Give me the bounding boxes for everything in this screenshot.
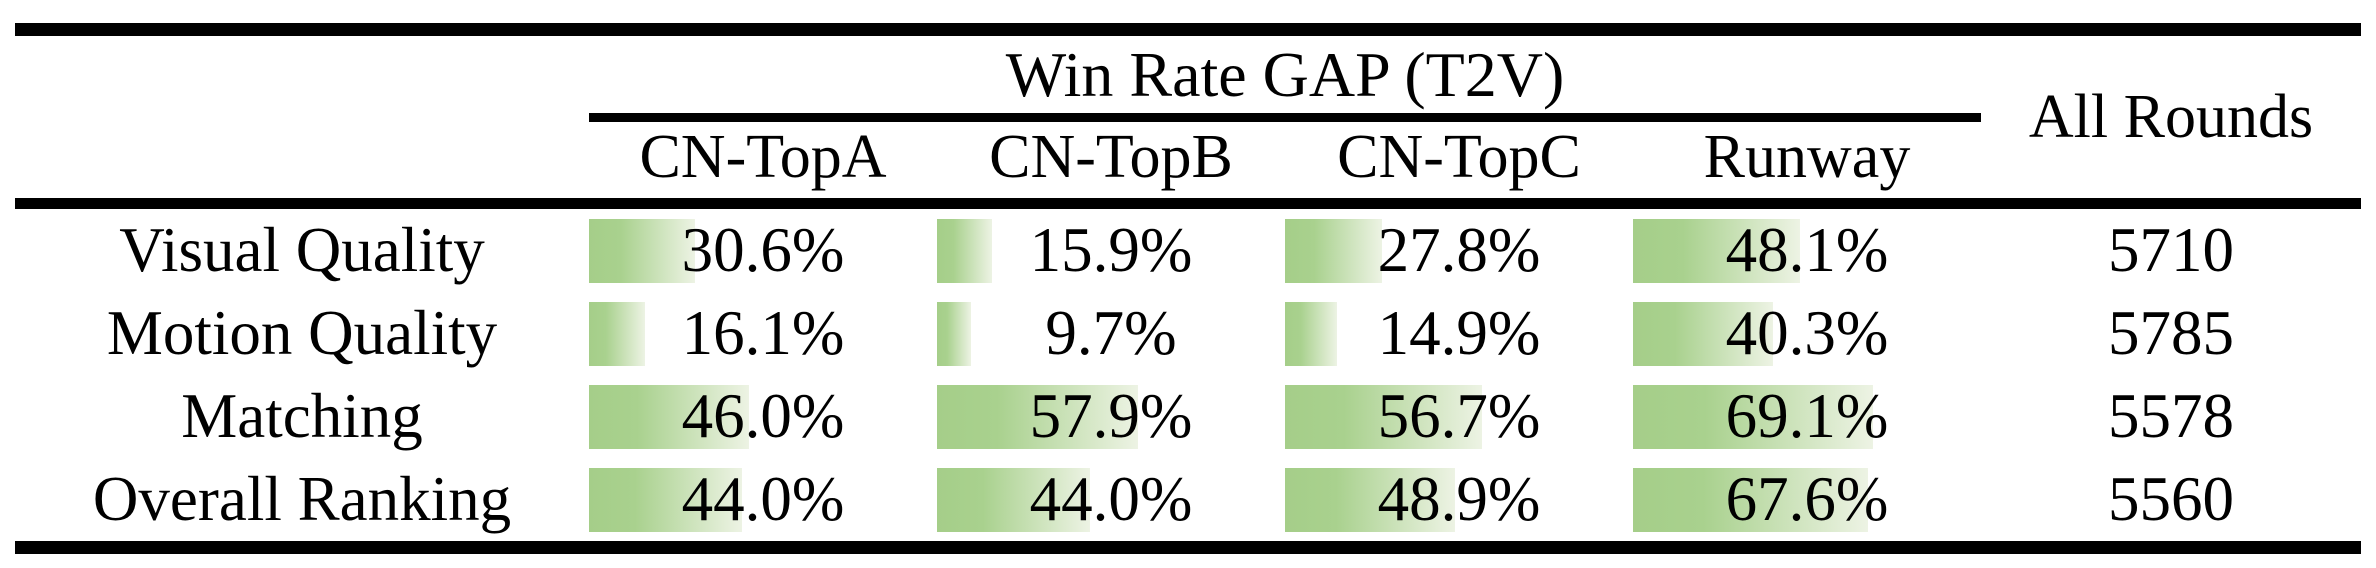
col-header-cn-topc: CN-TopC [1337,123,1581,191]
span-header-underline-rule [589,113,1981,122]
col-header-all-rounds: All Rounds [2028,83,2314,151]
win-rate-bar [1285,218,1382,283]
cell-visual-quality-cn-topb: 15.9% [937,209,1285,292]
cell-motion-quality-cn-topa: 16.1% [589,292,937,375]
row-label-visual-quality: Visual Quality [119,215,485,285]
win-rate-value: 67.6% [1725,464,1889,534]
win-rate-bar [589,218,696,283]
table-bottom-rule [15,541,2361,554]
span-header-group: Win Rate GAP (T2V) CN-TopA CN-TopB CN-To… [589,36,1981,198]
all-rounds-value-motion-quality: 5785 [2108,298,2234,368]
cell-motion-quality-cn-topb: 9.7% [937,292,1285,375]
all-rounds-value-matching: 5578 [2108,381,2234,451]
col-header-cn-topa: CN-TopA [639,123,887,191]
win-rate-bar [1285,467,1456,532]
win-rate-table: Win Rate GAP (T2V) CN-TopA CN-TopB CN-To… [15,23,2361,554]
win-rate-bar [937,218,993,283]
win-rate-value: 27.8% [1377,215,1541,285]
win-rate-value: 44.0% [1029,464,1193,534]
cell-visual-quality-runway: 48.1% [1633,209,1981,292]
win-rate-value: 30.6% [681,215,845,285]
row-label-matching: Matching [181,381,423,451]
win-rate-value: 9.7% [1045,298,1177,368]
header-empty-cell [15,36,589,198]
cell-matching-cn-topc: 56.7% [1285,375,1633,458]
win-rate-bar [1633,467,1869,532]
cell-visual-quality-cn-topc: 27.8% [1285,209,1633,292]
win-rate-value: 15.9% [1029,215,1193,285]
cell-overall-ranking-cn-topc: 48.9% [1285,458,1633,541]
header-bottom-rule [15,198,2361,209]
win-rate-bar [1633,301,1774,366]
cell-matching-runway: 69.1% [1633,375,1981,458]
all-rounds-value-visual-quality: 5710 [2108,215,2234,285]
win-rate-bar [1633,384,1874,449]
win-rate-value: 48.1% [1725,215,1889,285]
table-top-rule [15,23,2361,36]
cell-overall-ranking-runway: 67.6% [1633,458,1981,541]
win-rate-value: 57.9% [1029,381,1193,451]
cell-overall-ranking-cn-topb: 44.0% [937,458,1285,541]
row-label-motion-quality: Motion Quality [106,298,498,368]
cell-visual-quality-cn-topa: 30.6% [589,209,937,292]
win-rate-value: 69.1% [1725,381,1889,451]
table-header: Win Rate GAP (T2V) CN-TopA CN-TopB CN-To… [15,36,2361,198]
sub-column-headers: CN-TopA CN-TopB CN-TopC Runway [589,122,1981,198]
win-rate-bar [937,384,1139,449]
win-rate-bar [589,301,646,366]
win-rate-value: 44.0% [681,464,845,534]
all-rounds-value-overall-ranking: 5560 [2108,464,2234,534]
win-rate-value: 56.7% [1377,381,1541,451]
win-rate-bar [1285,384,1483,449]
table-body: Visual Quality 30.6% 15.9% 27.8% 48.1% 5… [15,209,2361,541]
col-header-cn-topb: CN-TopB [989,123,1233,191]
col-header-runway: Runway [1703,123,1911,191]
win-rate-value: 14.9% [1377,298,1541,368]
win-rate-bar [589,467,743,532]
cell-motion-quality-runway: 40.3% [1633,292,1981,375]
win-rate-bar [589,384,750,449]
win-rate-bar [1285,301,1337,366]
cell-matching-cn-topb: 57.9% [937,375,1285,458]
win-rate-bar [937,467,1091,532]
cell-matching-cn-topa: 46.0% [589,375,937,458]
win-rate-value: 48.9% [1377,464,1541,534]
win-rate-value: 40.3% [1725,298,1889,368]
row-label-overall-ranking: Overall Ranking [92,464,512,534]
win-rate-value: 46.0% [681,381,845,451]
win-rate-value: 16.1% [681,298,845,368]
win-rate-bar [1633,218,1801,283]
cell-overall-ranking-cn-topa: 44.0% [589,458,937,541]
span-header-win-rate-gap: Win Rate GAP (T2V) [1005,38,1565,110]
win-rate-bar [937,301,971,366]
cell-motion-quality-cn-topc: 14.9% [1285,292,1633,375]
